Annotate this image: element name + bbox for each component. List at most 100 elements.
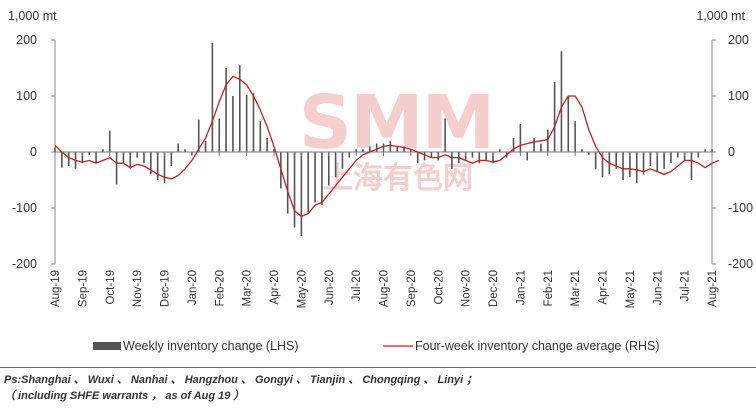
x-tick-label: Jul-20 [351, 270, 363, 301]
weekly-change-bar [163, 152, 166, 183]
weekly-change-bar [676, 152, 679, 158]
weekly-change-bar [451, 152, 453, 169]
weekly-change-bar [642, 152, 645, 175]
x-tick-label: Nov-20 [461, 270, 473, 307]
right-y-tick-label: -200 [728, 257, 753, 271]
weekly-change-bar [197, 119, 200, 152]
weekly-change-bar [129, 152, 132, 169]
x-tick-label: Aug-20 [379, 270, 391, 307]
weekly-change-bar [375, 143, 378, 152]
weekly-change-bar [184, 149, 186, 152]
weekly-change-bar [464, 152, 467, 161]
weekly-change-bar [560, 51, 563, 153]
weekly-change-bar [540, 143, 542, 152]
weekly-change-bar [211, 42, 214, 152]
weekly-change-bar [512, 138, 515, 152]
weekly-change-bar [444, 118, 446, 152]
weekly-change-bar [177, 143, 179, 152]
x-tick-label: May-21 [625, 270, 637, 308]
x-tick-label: Jun-20 [324, 270, 336, 305]
legend-bar-label: Weekly inventory change (LHS) [123, 339, 299, 353]
four-week-average-line [54, 75, 720, 218]
weekly-change-bar [232, 96, 234, 152]
left-y-tick-label: -200 [12, 257, 37, 271]
weekly-change-bar [519, 124, 522, 152]
weekly-change-bar [122, 152, 125, 164]
weekly-change-bar [218, 118, 221, 152]
weekly-change-bar [649, 152, 652, 166]
weekly-change-bar [170, 152, 173, 166]
weekly-change-bars [54, 42, 713, 236]
notes-divider [0, 367, 756, 368]
x-tick-label: Sep-19 [77, 270, 89, 307]
x-tick-label: Oct-19 [105, 270, 117, 305]
weekly-change-bar [690, 152, 693, 180]
weekly-change-bar [663, 152, 665, 169]
weekly-change-bar [533, 138, 535, 152]
weekly-change-bar [499, 149, 501, 152]
x-tick-label: Jan-21 [515, 270, 527, 305]
left-y-axis: 200 100 0 -100 -200 [12, 33, 56, 271]
weekly-change-bar [355, 149, 357, 152]
weekly-change-bar [362, 149, 364, 152]
weekly-change-bar [108, 130, 111, 152]
x-tick-label: Sep-20 [406, 270, 418, 307]
left-axis-unit: 1,000 mt [8, 9, 57, 23]
weekly-change-bar [327, 152, 330, 186]
x-tick-label: Jun-21 [652, 270, 664, 305]
weekly-change-bar [369, 146, 371, 152]
x-tick-label: Aug-19 [50, 270, 62, 307]
weekly-change-bar [478, 152, 481, 164]
x-tick-label: Aug-21 [707, 270, 719, 307]
weekly-change-bar [635, 152, 638, 183]
weekly-change-bar [67, 152, 70, 166]
weekly-change-bar [471, 152, 474, 158]
weekly-change-bar [321, 152, 323, 206]
weekly-change-bar [389, 140, 392, 152]
notes-line-1: Ps:Shanghai 、 Wuxi 、 Nanhai 、 Hangzhou 、… [4, 374, 478, 386]
chart-notes: Ps:Shanghai 、 Wuxi 、 Nanhai 、 Hangzhou 、… [4, 372, 477, 404]
weekly-change-bar [150, 152, 152, 175]
weekly-change-bar [102, 149, 104, 152]
weekly-change-bar [341, 152, 344, 169]
weekly-change-bar [245, 94, 248, 152]
weekly-change-bar [88, 152, 91, 155]
smm-watermark: SMM 上海有色网 [299, 80, 496, 196]
right-y-tick-label: -100 [728, 201, 753, 215]
x-tick-label: Oct-20 [433, 270, 445, 305]
weekly-change-bar [225, 68, 227, 152]
right-y-tick-label: 100 [728, 89, 749, 103]
weekly-change-bar [553, 82, 556, 152]
x-tick-label: Mar-21 [570, 270, 582, 306]
weekly-change-bar [403, 146, 405, 152]
weekly-change-bar [574, 121, 576, 152]
x-tick-label: Feb-20 [214, 270, 226, 306]
x-tick-label: Mar-20 [242, 270, 254, 306]
inventory-chart: 1,000 mt 1,000 mt SMM 上海有色网 200 100 0 -100 -… [8, 9, 753, 353]
weekly-change-bar [115, 152, 118, 185]
weekly-change-bar [594, 152, 597, 169]
weekly-change-bar [61, 152, 63, 168]
weekly-change-bar [286, 152, 289, 214]
weekly-change-bar [581, 149, 583, 152]
x-tick-label: Feb-21 [543, 270, 555, 306]
weekly-change-bar [348, 152, 351, 158]
weekly-change-bar [314, 152, 316, 203]
weekly-change-bar [430, 152, 433, 158]
weekly-change-bar [656, 152, 659, 172]
x-tick-label: Nov-19 [132, 270, 144, 307]
weekly-change-bar [629, 152, 631, 178]
weekly-change-bar [410, 149, 412, 152]
weekly-change-bar [601, 152, 604, 178]
weekly-change-bar [293, 152, 296, 228]
right-y-axis: 200 100 0 -100 -200 [711, 33, 753, 271]
weekly-change-bar [711, 149, 713, 152]
weekly-change-bar [300, 152, 303, 236]
weekly-change-bar [334, 152, 337, 178]
weekly-change-bar [273, 149, 275, 152]
weekly-change-bar [95, 152, 97, 164]
weekly-change-bar [307, 152, 310, 214]
left-y-tick-label: -100 [12, 201, 37, 215]
legend-line-label: Four-week inventory change average (RHS) [415, 339, 660, 353]
weekly-change-bar [156, 152, 159, 180]
